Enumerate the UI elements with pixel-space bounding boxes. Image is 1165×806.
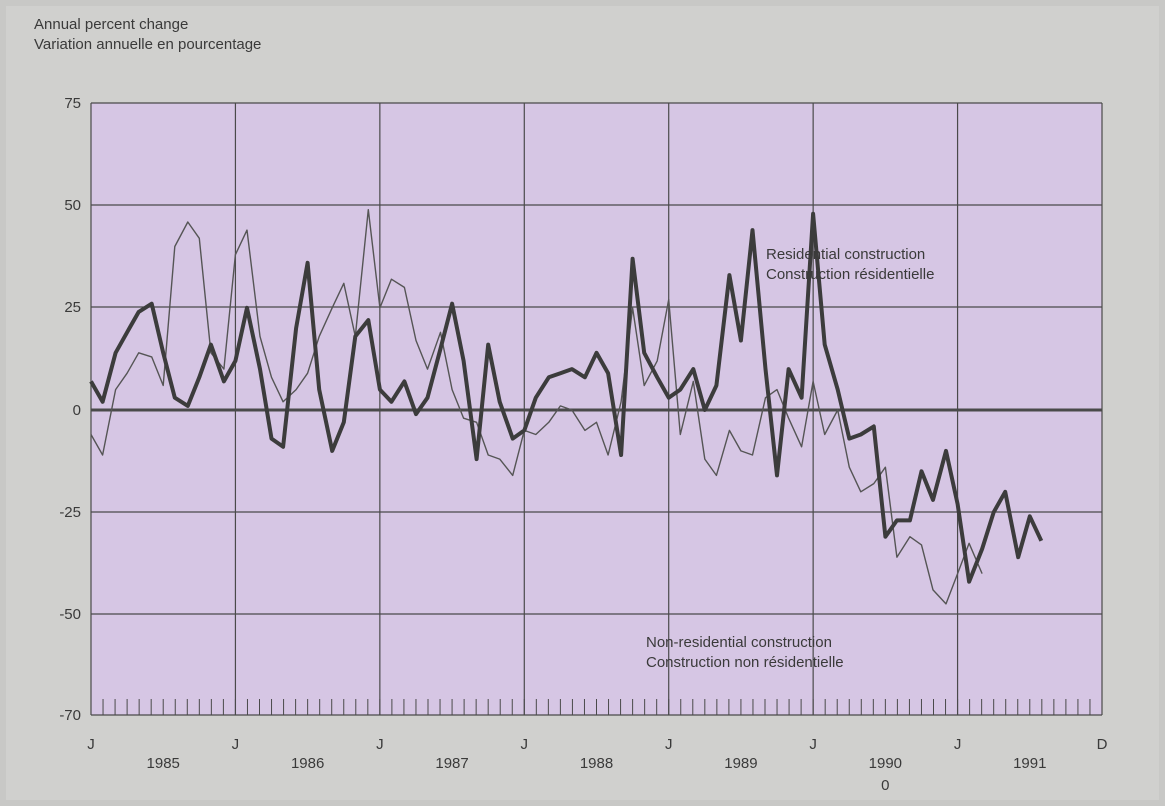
series-line-non-residential [90, 209, 983, 605]
line-chart: Annual percent change Variation annuelle… [34, 16, 1108, 794]
x-year-label: 1985 [147, 755, 180, 772]
y-tick-label: 75 [64, 95, 81, 112]
x-year-label: 1988 [580, 755, 613, 772]
non-residential-series-label-en: Non-residential construction [646, 634, 832, 651]
y-tick-label: -70 [59, 707, 81, 724]
series-layer [89, 209, 1044, 605]
x-month-label: J [954, 736, 962, 753]
non-residential-series-label-fr: Construction non résidentielle [646, 654, 844, 671]
x-year-label: 1987 [435, 755, 468, 772]
residential-series-label-fr: Construction résidentielle [766, 266, 934, 283]
grid-layer [90, 102, 1103, 716]
y-tick-label: 25 [64, 299, 81, 316]
chart-frame: Annual percent change Variation annuelle… [6, 6, 1159, 800]
x-year-label: 1989 [724, 755, 757, 772]
tick-layer [90, 699, 1103, 715]
x-month-label: J [665, 736, 673, 753]
y-axis-title-fr: Variation annuelle en pourcentage [34, 36, 261, 53]
y-tick-label: 50 [64, 197, 81, 214]
x-month-label: J [809, 736, 817, 753]
y-tick-label: 0 [73, 402, 81, 419]
residential-series-label-en: Residential construction [766, 246, 925, 263]
y-axis-title-en: Annual percent change [34, 16, 188, 33]
x-year-label: 1990 [869, 755, 902, 772]
y-tick-label: -50 [59, 606, 81, 623]
x-year-label: 1986 [291, 755, 324, 772]
x-month-label: D [1097, 736, 1108, 753]
x-month-label: J [376, 736, 384, 753]
x-extra-label: 0 [881, 777, 889, 794]
y-tick-label: -25 [59, 504, 81, 521]
label-layer: 75 50 25 0 -25 -50 -70 J J J J J J J D 1985 1986 1987 1988… [59, 95, 1107, 794]
series-line-residential [89, 211, 1044, 584]
x-month-label: J [87, 736, 95, 753]
x-month-label: J [232, 736, 240, 753]
x-year-label: 1991 [1013, 755, 1046, 772]
x-month-label: J [521, 736, 529, 753]
